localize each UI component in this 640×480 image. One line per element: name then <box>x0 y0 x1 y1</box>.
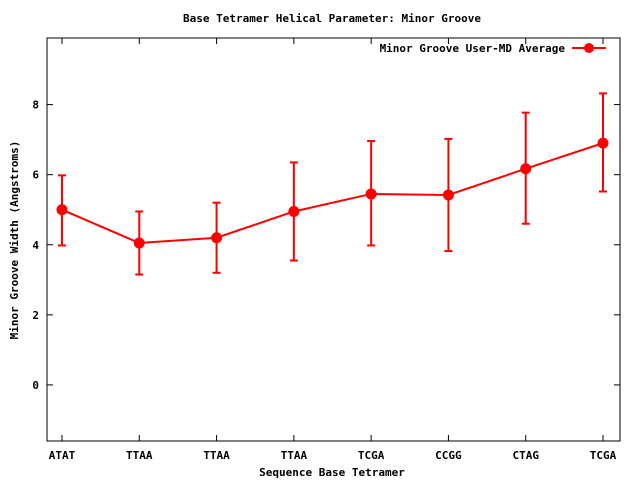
x-tick-label: CTAG <box>512 449 539 462</box>
data-point <box>365 188 377 200</box>
data-point <box>442 189 454 201</box>
y-tick-label: 2 <box>32 309 39 322</box>
legend-label: Minor Groove User-MD Average <box>380 42 566 55</box>
x-tick-label: ATAT <box>49 449 76 462</box>
axis-ticks: 0 2 4 6 8 ATAT TTAA TTAA TTAA TCGA CCGG CTAG TCGA <box>32 38 620 462</box>
legend-marker <box>584 43 594 53</box>
y-axis-label: Minor Groove Width (Angstroms) <box>8 141 21 340</box>
x-tick-label: TCGA <box>358 449 385 462</box>
data-point <box>597 137 609 149</box>
x-tick-label: TTAA <box>203 449 230 462</box>
chart-title: Base Tetramer Helical Parameter: Minor G… <box>183 12 481 25</box>
x-tick-label: CCGG <box>435 449 462 462</box>
x-axis-label: Sequence Base Tetramer <box>259 466 405 479</box>
data-point <box>211 232 223 244</box>
data-point <box>288 205 300 217</box>
series-line <box>61 142 604 245</box>
data-point <box>520 163 532 175</box>
plot-frame <box>46 37 621 442</box>
y-tick-label: 8 <box>32 99 39 112</box>
y-tick-label: 6 <box>32 169 39 182</box>
data-point <box>56 204 68 216</box>
legend: Minor Groove User-MD Average <box>380 42 606 55</box>
y-tick-label: 4 <box>32 239 39 252</box>
y-tick-label: 0 <box>32 379 39 392</box>
x-tick-label: TCGA <box>590 449 617 462</box>
data-point <box>133 237 145 249</box>
series-layer <box>56 92 609 276</box>
x-tick-label: TTAA <box>126 449 153 462</box>
x-tick-label: TTAA <box>281 449 308 462</box>
